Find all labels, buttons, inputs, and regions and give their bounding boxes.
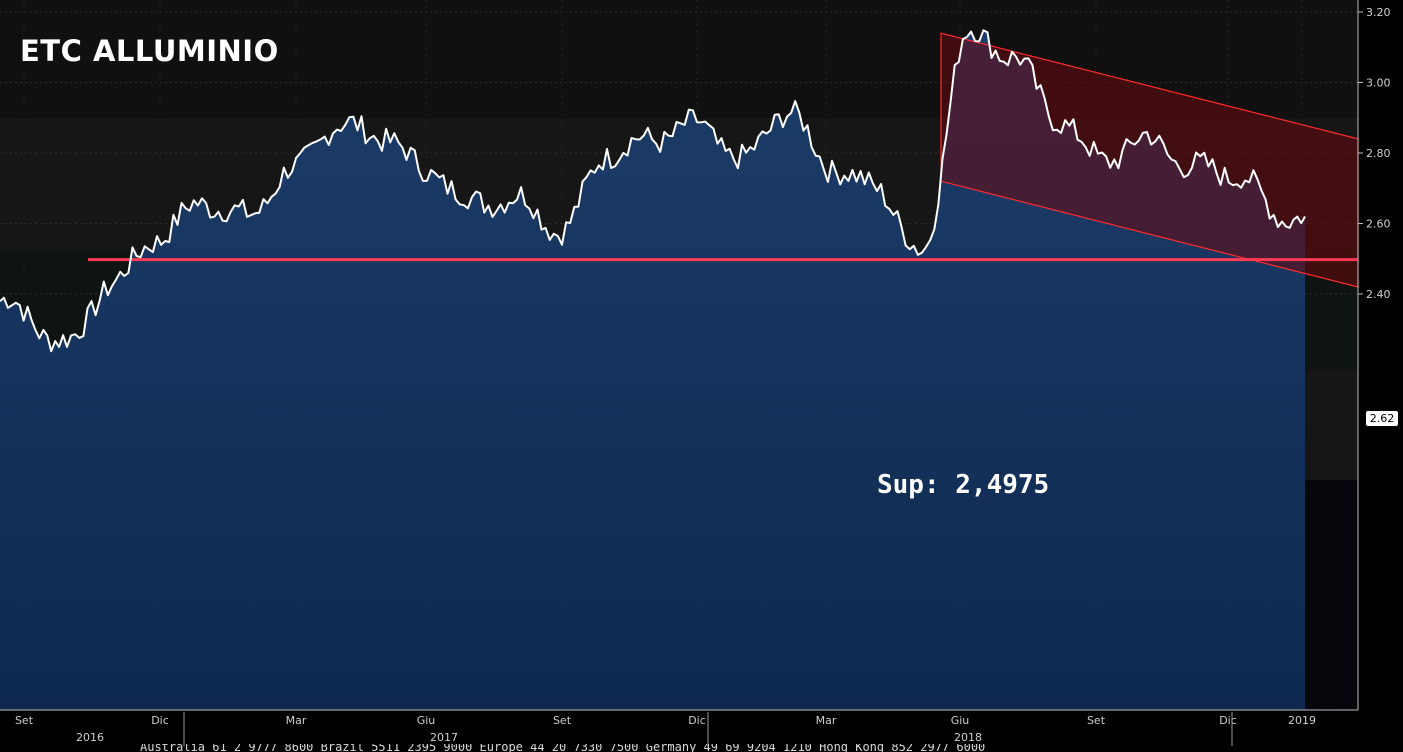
x-tick-label: Giu (417, 714, 436, 727)
y-axis-ticks: 3.20 3.00 2.80 2.60 2.40 (1358, 6, 1391, 301)
price-line (0, 29, 1306, 353)
x-tick-label: Dic (688, 714, 706, 727)
x-tick-label: Giu (951, 714, 970, 727)
x-tick-label: 2019 (1288, 714, 1316, 727)
chart-title: ETC ALLUMINIO (20, 34, 279, 68)
last-value-badge: 2.62 (1366, 411, 1398, 426)
x-year-label: 2016 (76, 731, 104, 744)
x-year-label: 2018 (954, 731, 982, 744)
footer-text: Australia 61 2 9777 8600 Brazil 5511 239… (140, 744, 986, 752)
y-tick-label: 3.20 (1366, 6, 1391, 19)
x-tick-label: Dic (151, 714, 169, 727)
x-axis-ticks: Set Dic Mar Giu Set Dic Mar Giu Set Dic 2019 2016 20… (15, 712, 1316, 746)
x-year-label: 2017 (430, 731, 458, 744)
x-tick-label: Set (553, 714, 572, 727)
support-annotation: Sup: 2,4975 (877, 470, 1050, 500)
y-tick-label: 2.80 (1366, 147, 1391, 160)
x-tick-label: Dic (1219, 714, 1237, 727)
x-tick-label: Mar (286, 714, 307, 727)
last-value-label: 2.62 (1370, 412, 1395, 425)
x-tick-label: Set (15, 714, 34, 727)
y-tick-label: 2.60 (1366, 218, 1391, 231)
x-tick-label: Mar (816, 714, 837, 727)
y-tick-label: 2.40 (1366, 288, 1391, 301)
price-area (0, 30, 1305, 711)
y-tick-label: 3.00 (1366, 77, 1391, 90)
x-tick-label: Set (1087, 714, 1106, 727)
footer-contacts: Australia 61 2 9777 8600 Brazil 5511 239… (140, 744, 1260, 752)
